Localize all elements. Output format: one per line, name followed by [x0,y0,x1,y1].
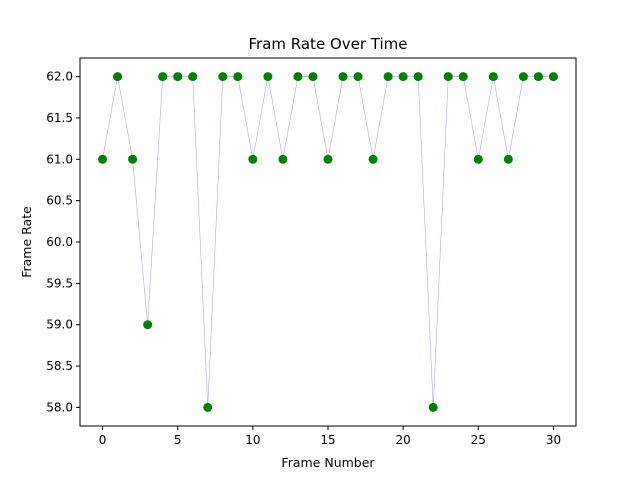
y-tick-label: 61.5 [46,111,73,125]
data-point [173,72,183,82]
data-point [458,72,468,82]
data-point [413,72,423,82]
y-tick-label: 59.0 [46,318,73,332]
data-point [443,72,453,82]
x-tick-label: 5 [174,433,182,447]
data-point [473,154,483,164]
data-point [533,72,543,82]
y-axis-label: Frame Rate [19,206,34,278]
y-tick-label: 61.0 [46,152,73,166]
data-point [158,72,168,82]
data-point [278,154,288,164]
x-tick-label: 15 [320,433,335,447]
y-tick-label: 62.0 [46,70,73,84]
y-tick-label: 60.5 [46,194,73,208]
data-point [338,72,348,82]
x-tick-label: 30 [546,433,561,447]
data-point [128,154,138,164]
data-point [218,72,228,82]
x-tick-label: 10 [245,433,260,447]
data-point [98,154,108,164]
data-point [518,72,528,82]
data-point [488,72,498,82]
data-point [293,72,303,82]
data-point [353,72,363,82]
x-tick-label: 0 [99,433,107,447]
data-point [263,72,273,82]
data-point [203,402,213,412]
data-point [188,72,198,82]
data-point [503,154,513,164]
chart-title: Fram Rate Over Time [249,35,408,53]
data-point [398,72,408,82]
data-point [113,72,123,82]
data-point [383,72,393,82]
data-point [368,154,378,164]
y-tick-label: 59.5 [46,276,73,290]
data-point [233,72,243,82]
data-point [248,154,258,164]
plot-area: 0 5 10 15 20 25 30 58.0 58.5 59.0 59.5 60.0 60.5 61.0… [46,57,577,447]
data-point [548,72,558,82]
y-tick-label: 58.5 [46,359,73,373]
y-tick-label: 58.0 [46,400,73,414]
x-tick-label: 25 [471,433,486,447]
data-point [323,154,333,164]
data-point [143,320,153,330]
y-tick-label: 60.0 [46,235,73,249]
x-axis-label: Frame Number [281,455,375,470]
x-tick-label: 20 [396,433,411,447]
data-point [428,402,438,412]
data-point [308,72,318,82]
